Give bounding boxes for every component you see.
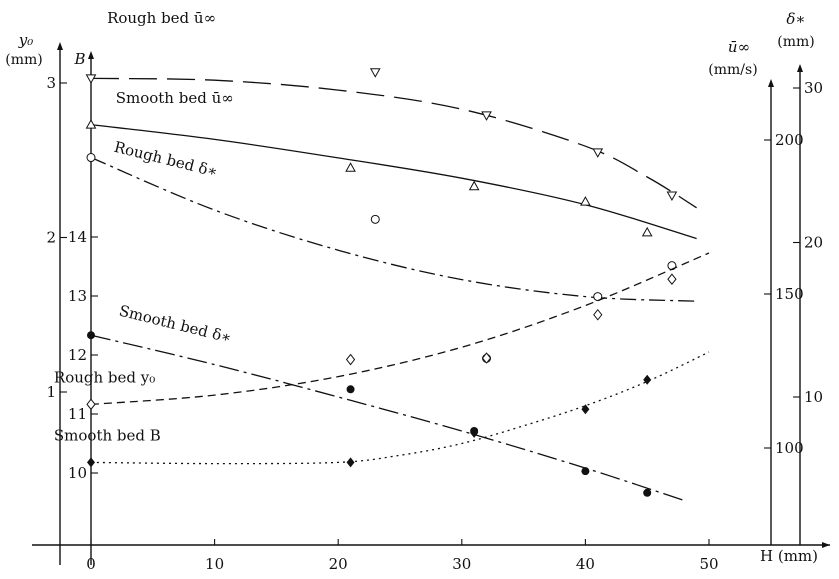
data-point-0 bbox=[481, 111, 492, 121]
y-tick-label-u: 150 bbox=[775, 285, 804, 303]
y-tick-label-y0: 2 bbox=[46, 229, 56, 247]
y-tick-label-B: 12 bbox=[68, 346, 87, 364]
B-axis-label: B bbox=[73, 50, 85, 68]
y-axis-arrow-icon bbox=[88, 51, 94, 59]
x-tick-label: 50 bbox=[699, 555, 718, 573]
data-point-5 bbox=[346, 457, 355, 468]
y-tick-label-B: 14 bbox=[68, 228, 87, 246]
delta-axis-unit: (mm) bbox=[777, 34, 814, 50]
y-axis-arrow-icon bbox=[797, 64, 803, 72]
curve-label-4: Rough bed y₀ bbox=[54, 369, 155, 387]
curve-label-3: Smooth bed δ∗ bbox=[117, 302, 233, 347]
data-point-0 bbox=[85, 74, 97, 84]
data-point-4 bbox=[86, 398, 96, 411]
u-axis-unit: (mm/s) bbox=[708, 62, 757, 78]
y-tick-label-B: 11 bbox=[68, 405, 87, 423]
series-line-5 bbox=[90, 351, 710, 465]
y0-axis-unit: (mm) bbox=[5, 52, 42, 68]
data-point-1 bbox=[345, 162, 356, 172]
data-point-5 bbox=[470, 427, 479, 438]
data-point-4 bbox=[481, 352, 492, 364]
data-point-0 bbox=[369, 68, 381, 78]
curve-label-5: Smooth bed B bbox=[54, 427, 161, 445]
series-line-2 bbox=[90, 156, 697, 302]
x-tick-label: 30 bbox=[452, 555, 471, 573]
x-axis-label: H (mm) bbox=[760, 547, 818, 565]
data-point-1 bbox=[641, 226, 653, 237]
data-point-4 bbox=[593, 308, 603, 321]
y0-axis-label: y₀ bbox=[18, 31, 34, 49]
data-point-1 bbox=[468, 180, 480, 191]
y-tick-label-delta: 20 bbox=[804, 234, 823, 252]
x-tick-label: 40 bbox=[576, 555, 595, 573]
y-tick-label-delta: 10 bbox=[804, 388, 823, 406]
data-point-1 bbox=[85, 119, 97, 129]
data-point-2 bbox=[593, 292, 603, 302]
y-axis-arrow-icon bbox=[768, 79, 774, 87]
y-tick-label-y0: 3 bbox=[46, 74, 56, 92]
series-line-1 bbox=[90, 123, 697, 240]
data-point-0 bbox=[666, 191, 678, 201]
data-point-3 bbox=[87, 331, 95, 340]
x-tick-label: 20 bbox=[329, 555, 348, 573]
y-tick-label-u: 200 bbox=[775, 131, 804, 149]
data-point-2 bbox=[86, 153, 96, 163]
series-line-4 bbox=[90, 252, 710, 406]
series-line-3 bbox=[90, 334, 685, 502]
data-point-1 bbox=[580, 196, 591, 206]
series-line-0 bbox=[90, 77, 697, 209]
y-tick-label-delta: 30 bbox=[804, 79, 823, 97]
data-point-5 bbox=[87, 457, 95, 468]
y-tick-label-y0: 1 bbox=[46, 383, 56, 401]
data-point-0 bbox=[592, 148, 604, 158]
y-tick-label-B: 10 bbox=[68, 464, 87, 482]
data-point-4 bbox=[345, 353, 356, 366]
data-point-3 bbox=[581, 467, 590, 476]
data-point-3 bbox=[346, 385, 355, 394]
data-point-5 bbox=[581, 404, 590, 415]
delta-axis-label: δ∗ bbox=[786, 10, 805, 28]
data-point-3 bbox=[643, 488, 652, 497]
y-tick-label-u: 100 bbox=[775, 439, 804, 457]
y-tick-label-B: 13 bbox=[68, 287, 87, 305]
curve-label-1: Smooth bed ū∞ bbox=[116, 89, 234, 107]
curve-label-0: Rough bed ū∞ bbox=[107, 9, 216, 27]
x-axis-arrow-icon bbox=[822, 542, 830, 548]
data-point-4 bbox=[667, 273, 677, 286]
data-point-2 bbox=[370, 214, 380, 224]
u-axis-label: ū∞ bbox=[728, 38, 750, 56]
x-tick-label: 10 bbox=[205, 555, 224, 573]
y-axis-arrow-icon bbox=[57, 42, 63, 50]
data-point-5 bbox=[643, 374, 652, 385]
